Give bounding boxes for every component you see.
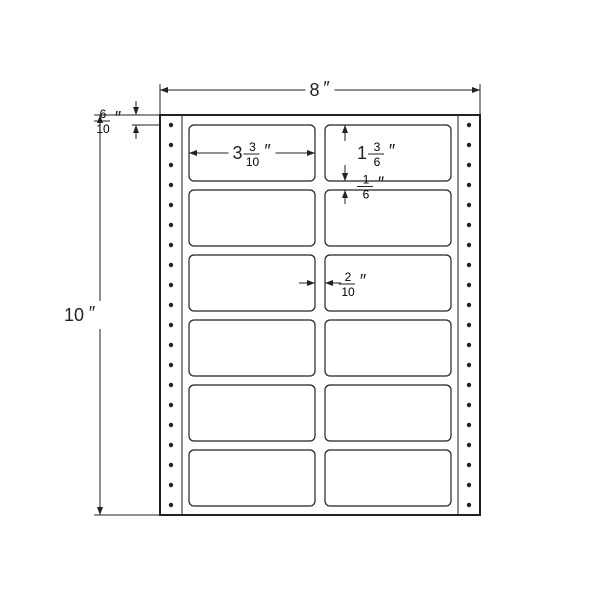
svg-text:3: 3 (233, 143, 243, 163)
svg-text:″: ″ (114, 108, 121, 128)
feed-hole (467, 363, 471, 367)
svg-text:6: 6 (363, 188, 370, 202)
label-cell (189, 320, 315, 376)
feed-hole (169, 223, 173, 227)
label-cell (325, 385, 451, 441)
svg-text:″: ″ (377, 174, 384, 194)
svg-text:1: 1 (363, 173, 370, 187)
svg-text:1: 1 (357, 143, 367, 163)
label-cell (325, 450, 451, 506)
svg-text:10: 10 (96, 122, 110, 136)
feed-hole (467, 383, 471, 387)
svg-text:″: ″ (359, 271, 366, 291)
svg-text:6: 6 (374, 155, 381, 169)
feed-hole (467, 163, 471, 167)
feed-hole (169, 123, 173, 127)
feed-hole (169, 443, 173, 447)
feed-hole (169, 303, 173, 307)
feed-hole (467, 203, 471, 207)
svg-text:″: ″ (88, 303, 95, 323)
svg-text:6: 6 (100, 107, 107, 121)
feed-hole (467, 223, 471, 227)
feed-hole (169, 263, 173, 267)
feed-hole (169, 283, 173, 287)
svg-text:8: 8 (310, 80, 320, 100)
feed-hole (467, 403, 471, 407)
svg-text:10: 10 (64, 305, 84, 325)
label-cell (189, 190, 315, 246)
feed-hole (169, 143, 173, 147)
feed-hole (169, 503, 173, 507)
label-cell (189, 255, 315, 311)
feed-hole (169, 323, 173, 327)
svg-text:10: 10 (246, 155, 260, 169)
feed-hole (169, 203, 173, 207)
feed-hole (169, 163, 173, 167)
svg-text:3: 3 (249, 140, 256, 154)
feed-hole (467, 123, 471, 127)
feed-hole (169, 183, 173, 187)
sheet-outline (160, 115, 480, 515)
svg-text:10: 10 (341, 285, 355, 299)
feed-hole (467, 323, 471, 327)
feed-hole (169, 403, 173, 407)
feed-hole (467, 263, 471, 267)
label-cell (189, 385, 315, 441)
feed-hole (467, 503, 471, 507)
feed-hole (467, 483, 471, 487)
feed-hole (169, 483, 173, 487)
svg-text:3: 3 (374, 140, 381, 154)
feed-hole (169, 423, 173, 427)
feed-hole (169, 243, 173, 247)
feed-hole (169, 343, 173, 347)
feed-hole (467, 463, 471, 467)
svg-text:″: ″ (264, 141, 271, 161)
label-cell (189, 450, 315, 506)
svg-text:2: 2 (345, 270, 352, 284)
feed-hole (467, 343, 471, 347)
feed-hole (467, 443, 471, 447)
label-cell (325, 190, 451, 246)
label-cell (325, 320, 451, 376)
feed-hole (169, 463, 173, 467)
feed-hole (467, 283, 471, 287)
svg-text:″: ″ (388, 141, 395, 161)
feed-hole (467, 243, 471, 247)
feed-hole (169, 363, 173, 367)
feed-hole (467, 143, 471, 147)
feed-hole (169, 383, 173, 387)
feed-hole (467, 303, 471, 307)
feed-hole (467, 183, 471, 187)
feed-hole (467, 423, 471, 427)
svg-text:″: ″ (323, 78, 330, 98)
